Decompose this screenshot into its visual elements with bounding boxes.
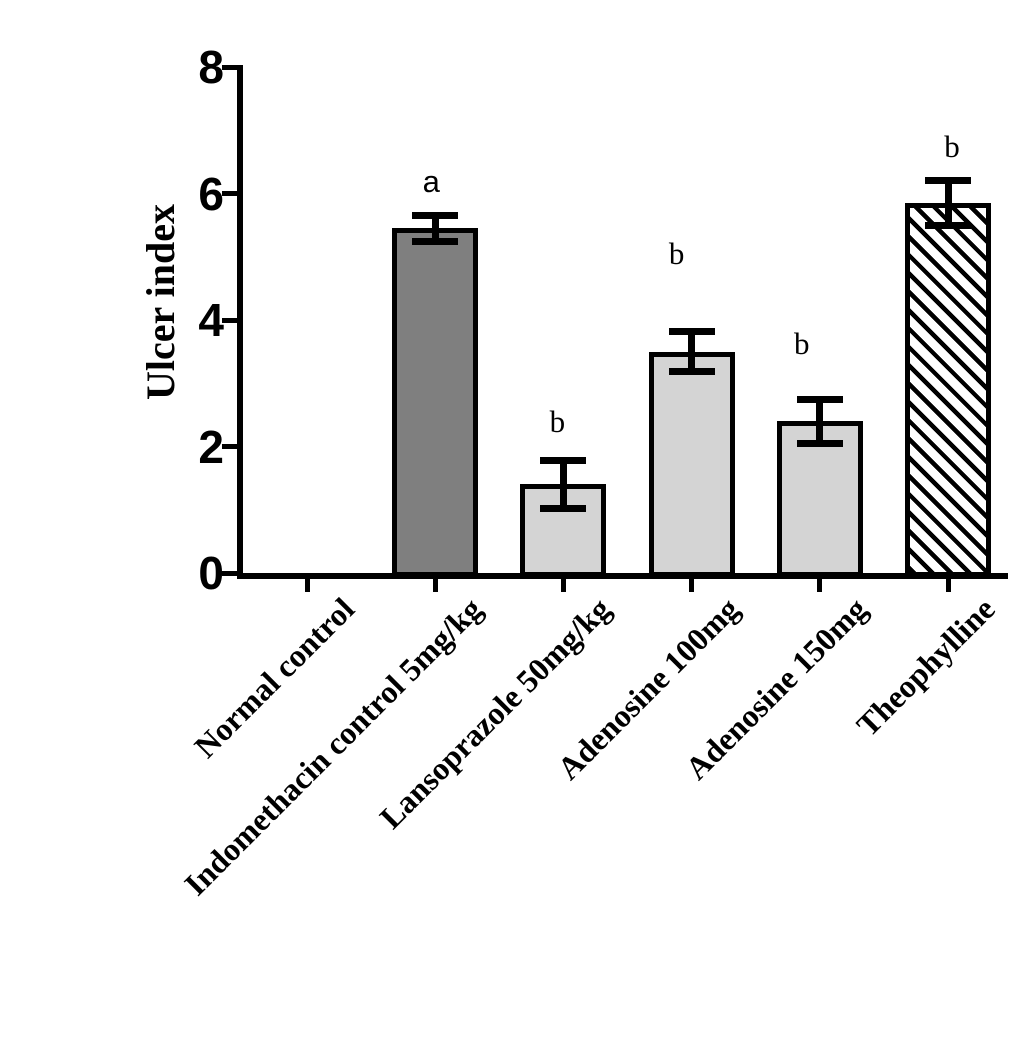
error-bar-stem [431, 215, 439, 242]
bar [776, 421, 863, 577]
x-axis-line [237, 573, 1008, 579]
bar [520, 484, 607, 577]
bar [392, 228, 479, 577]
ytick-label: 0 [198, 547, 224, 599]
significance-letter: a [422, 164, 440, 200]
ytick-label: 8 [198, 41, 224, 93]
category-label: Lansoprazole 50mg/kg [372, 590, 618, 836]
significance-letter: b [794, 326, 810, 362]
ytick-label: 4 [198, 294, 224, 346]
bar [905, 202, 991, 577]
x-tick [689, 579, 695, 592]
error-bar-cap-bottom [925, 222, 971, 230]
significance-letter: b [944, 128, 960, 164]
error-bar-stem [816, 399, 824, 444]
error-bar-cap-top [540, 456, 587, 464]
significance-letter: b [549, 403, 566, 439]
x-tick [432, 579, 438, 592]
ytick-label: 6 [198, 167, 224, 220]
error-bar-stem [688, 331, 696, 372]
error-bar-cap-top [796, 395, 843, 403]
error-bar-cap-top [925, 176, 971, 184]
y-axis-line [237, 65, 243, 579]
ytick-label: 2 [198, 420, 224, 473]
error-bar-cap-bottom [540, 504, 587, 512]
error-bar-stem [559, 460, 567, 509]
error-bar-stem [944, 180, 952, 226]
bar [648, 351, 735, 577]
category-label: Theophylline [849, 590, 1003, 744]
y-tick [222, 570, 237, 576]
error-bar-cap-top [668, 327, 715, 335]
x-tick [945, 579, 951, 592]
x-tick [304, 579, 310, 592]
error-bar-cap-bottom [668, 368, 715, 376]
x-tick [560, 579, 566, 592]
error-bar-cap-bottom [412, 238, 459, 246]
y-tick [222, 191, 237, 196]
error-bar-cap-bottom [796, 439, 843, 447]
x-tick [817, 579, 823, 592]
significance-letter: b [668, 236, 685, 272]
y-tick [222, 317, 237, 323]
y-tick [222, 444, 237, 449]
error-bar-cap-top [412, 211, 459, 219]
y-tick [222, 64, 237, 70]
